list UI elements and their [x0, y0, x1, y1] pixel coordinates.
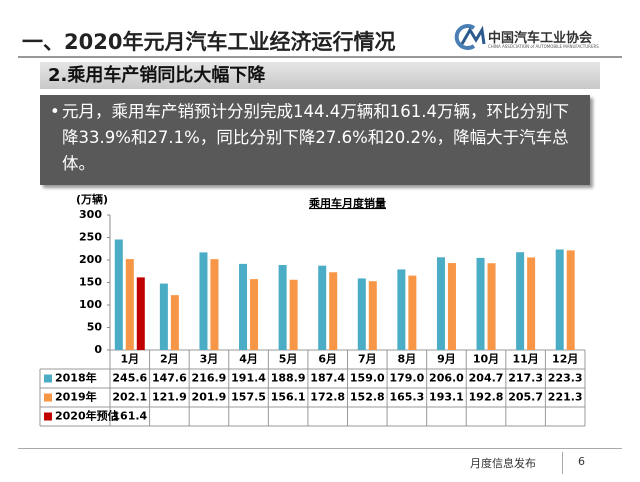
footer-text: 月度信息发布	[470, 457, 536, 470]
table-value: 216.9	[192, 372, 227, 385]
title-rule	[18, 56, 622, 58]
x-tick-label: 11月	[512, 353, 538, 366]
x-tick-label: 5月	[279, 353, 298, 366]
bar	[170, 295, 179, 350]
y-tick-label: 150	[79, 276, 102, 289]
table-value: 121.9	[152, 391, 187, 404]
slide-title: 一、2020年元月汽车工业经济运行情况	[22, 30, 396, 54]
logo-subtext: CHINA ASSOCIATION of AUTOMOBILE MANUFACT…	[488, 44, 599, 49]
x-tick-label: 9月	[437, 353, 456, 366]
bar	[436, 257, 445, 350]
x-tick-label: 4月	[239, 353, 258, 366]
table-value: 165.3	[389, 391, 424, 404]
table-value: 217.3	[508, 372, 543, 385]
x-tick-label: 10月	[473, 353, 499, 366]
bar	[136, 277, 145, 350]
bar	[527, 257, 536, 350]
table-value: 192.8	[469, 391, 504, 404]
bar	[210, 259, 219, 350]
bar	[329, 272, 338, 350]
bar	[199, 252, 208, 350]
bar	[447, 263, 456, 350]
legend-swatch	[44, 374, 52, 383]
table-value: 156.1	[271, 391, 306, 404]
x-tick-label: 6月	[318, 353, 337, 366]
legend-swatch	[44, 393, 52, 402]
logo-mark	[454, 24, 486, 50]
table-value: 191.4	[231, 372, 266, 385]
bar	[368, 281, 377, 350]
y-tick-label: 300	[79, 208, 102, 221]
bar	[397, 269, 406, 350]
table-value: 159.0	[350, 372, 385, 385]
legend-swatch	[44, 412, 52, 421]
table-value: 206.0	[429, 372, 464, 385]
table-value: 172.8	[310, 391, 345, 404]
legend-label: 2018年	[55, 371, 97, 385]
bar	[278, 264, 287, 350]
bar	[159, 283, 168, 350]
bar	[318, 265, 327, 350]
y-axis-label: (万辆)	[76, 192, 108, 206]
bullet-text: 元月，乘用车产销预计分别完成144.4万辆和161.4万辆，环比分别下降33.9…	[40, 95, 590, 185]
x-tick-label: 8月	[398, 353, 417, 366]
x-tick-label: 2月	[160, 353, 179, 366]
bar	[516, 252, 525, 350]
bar	[114, 239, 123, 350]
table-value: 223.3	[548, 372, 583, 385]
bar	[289, 279, 298, 350]
table-value: 204.7	[469, 372, 504, 385]
y-tick-label: 250	[79, 231, 102, 244]
bar	[250, 279, 259, 350]
x-tick-label: 12月	[552, 353, 578, 366]
y-tick-label: 0	[94, 343, 102, 356]
bar	[487, 263, 496, 350]
table-value: 201.9	[192, 391, 227, 404]
y-tick-label: 100	[79, 298, 102, 311]
table-value: 221.3	[548, 391, 583, 404]
subtitle: 2.乘用车产销同比大幅下降	[40, 62, 600, 89]
footer-rule	[18, 448, 622, 449]
logo-text: 中国汽车工业协会	[488, 31, 593, 46]
bar	[239, 263, 248, 350]
bar	[408, 275, 417, 350]
bar	[555, 249, 564, 350]
table-value: 161.4	[112, 410, 147, 423]
x-tick-label: 3月	[200, 353, 219, 366]
table-value: 202.1	[112, 391, 147, 404]
table-value: 245.6	[112, 372, 147, 385]
x-tick-label: 1月	[120, 353, 139, 366]
table-value: 179.0	[389, 372, 424, 385]
bar	[125, 259, 134, 350]
table-value: 157.5	[231, 391, 266, 404]
bar	[357, 278, 366, 350]
bar	[566, 250, 575, 350]
chart-title: 乘用车月度销量	[308, 196, 386, 210]
table-value: 205.7	[508, 391, 543, 404]
footer-separator	[562, 452, 563, 474]
bar	[476, 257, 485, 350]
y-tick-label: 200	[79, 253, 102, 266]
table-value: 193.1	[429, 391, 464, 404]
legend-label: 2020年预估	[55, 409, 119, 423]
y-tick-label: 50	[87, 321, 103, 334]
table-value: 152.8	[350, 391, 385, 404]
page-number: 6	[578, 455, 585, 468]
table-value: 188.9	[271, 372, 306, 385]
x-tick-label: 7月	[358, 353, 377, 366]
legend-label: 2019年	[55, 390, 97, 404]
table-value: 147.6	[152, 372, 187, 385]
table-value: 187.4	[310, 372, 345, 385]
